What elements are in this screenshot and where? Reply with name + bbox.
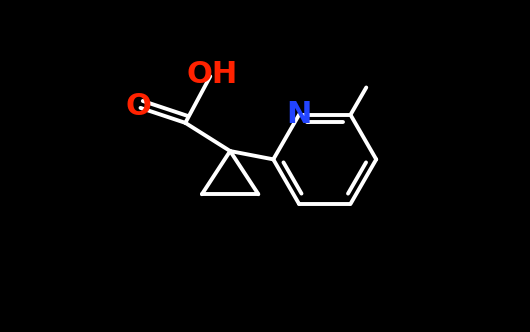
Text: N: N <box>286 100 312 129</box>
Text: OH: OH <box>186 60 237 89</box>
Text: O: O <box>126 92 152 121</box>
